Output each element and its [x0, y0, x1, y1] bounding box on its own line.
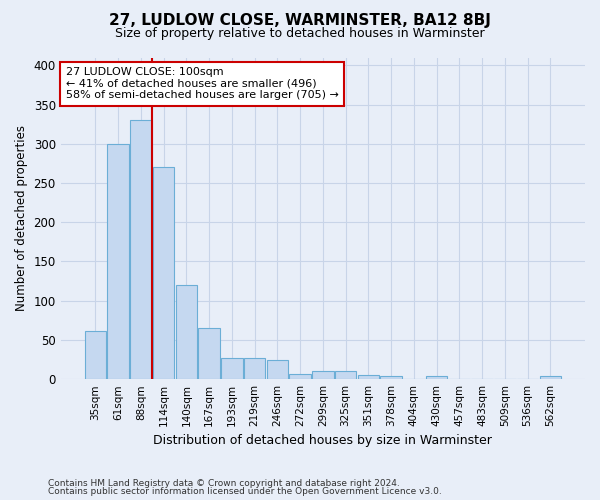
Bar: [289, 374, 311, 379]
Text: Size of property relative to detached houses in Warminster: Size of property relative to detached ho…: [115, 28, 485, 40]
Bar: [335, 370, 356, 379]
X-axis label: Distribution of detached houses by size in Warminster: Distribution of detached houses by size …: [154, 434, 492, 448]
Text: Contains public sector information licensed under the Open Government Licence v3: Contains public sector information licen…: [48, 487, 442, 496]
Bar: [85, 330, 106, 379]
Text: 27, LUDLOW CLOSE, WARMINSTER, BA12 8BJ: 27, LUDLOW CLOSE, WARMINSTER, BA12 8BJ: [109, 12, 491, 28]
Bar: [358, 376, 379, 379]
Bar: [153, 168, 175, 379]
Bar: [221, 358, 242, 379]
Bar: [266, 360, 288, 379]
Bar: [244, 358, 265, 379]
Bar: [107, 144, 129, 379]
Text: 27 LUDLOW CLOSE: 100sqm
← 41% of detached houses are smaller (496)
58% of semi-d: 27 LUDLOW CLOSE: 100sqm ← 41% of detache…: [66, 67, 339, 100]
Bar: [426, 376, 448, 379]
Bar: [176, 285, 197, 379]
Text: Contains HM Land Registry data © Crown copyright and database right 2024.: Contains HM Land Registry data © Crown c…: [48, 478, 400, 488]
Bar: [130, 120, 152, 379]
Bar: [539, 376, 561, 379]
Bar: [380, 376, 402, 379]
Bar: [198, 328, 220, 379]
Y-axis label: Number of detached properties: Number of detached properties: [15, 126, 28, 312]
Bar: [312, 370, 334, 379]
